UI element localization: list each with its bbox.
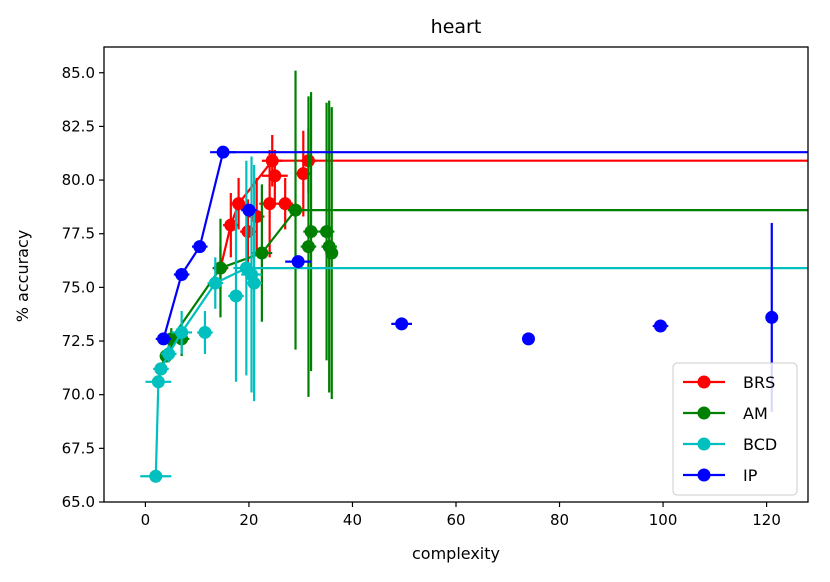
data-point: [296, 167, 310, 181]
y-tick-label: 70.0: [62, 386, 95, 404]
data-point: [162, 347, 176, 361]
data-point: [208, 276, 222, 290]
data-point: [224, 218, 238, 232]
legend-item-ip: IP: [683, 466, 758, 485]
x-tick-label: 20: [239, 511, 258, 529]
data-point: [263, 197, 277, 211]
data-point: [653, 319, 667, 333]
data-point: [149, 469, 163, 483]
legend-item-brs: BRS: [683, 373, 775, 392]
y-axis-label: % accuracy: [13, 230, 32, 322]
data-point: [268, 169, 282, 183]
series-line-ip: [162, 151, 808, 340]
y-tick-label: 80.0: [62, 171, 95, 189]
y-tick-label: 72.5: [62, 332, 95, 350]
data-point: [175, 268, 189, 281]
data-point: [395, 317, 409, 331]
series-bcd: [140, 156, 808, 483]
data-point: [304, 225, 318, 239]
x-tick-label: 0: [141, 511, 151, 529]
data-point: [291, 255, 305, 269]
legend-label: BCD: [743, 435, 777, 454]
legend-marker: [697, 375, 711, 389]
y-tick-label: 85.0: [62, 64, 95, 82]
series-ip: [155, 145, 808, 412]
data-point: [242, 203, 256, 217]
legend-label: IP: [743, 466, 758, 485]
legend-item-bcd: BCD: [683, 435, 777, 454]
data-point: [213, 261, 227, 275]
data-point: [175, 325, 189, 339]
data-point: [232, 197, 246, 211]
data-point: [247, 276, 261, 290]
data-point: [198, 325, 212, 339]
data-point: [521, 332, 535, 346]
data-point: [193, 240, 207, 254]
data-point: [157, 332, 171, 346]
chart-title: heart: [431, 16, 482, 38]
x-tick-label: 80: [550, 511, 569, 529]
x-tick-label: 40: [343, 511, 362, 529]
data-point: [265, 154, 279, 168]
data-point: [255, 246, 269, 260]
x-axis-label: complexity: [412, 544, 500, 563]
legend-box: [672, 362, 798, 496]
data-point: [229, 289, 243, 303]
x-tick-label: 120: [752, 511, 781, 529]
y-tick-label: 65.0: [62, 493, 95, 511]
legend-item-am: AM: [683, 404, 768, 423]
legend-label: AM: [743, 404, 768, 423]
data-point: [151, 375, 165, 389]
y-tick-label: 82.5: [62, 117, 95, 135]
plot-area: [103, 46, 809, 503]
data-point: [154, 362, 168, 376]
data-point: [216, 145, 230, 159]
data-point: [325, 246, 339, 260]
x-tick-label: 100: [649, 511, 678, 529]
legend-marker: [697, 468, 711, 482]
y-tick-label: 75.0: [62, 278, 95, 296]
data-point: [765, 310, 779, 324]
data-point: [301, 240, 315, 254]
legend: BRS AM BCD IP: [672, 362, 798, 496]
legend-marker: [697, 406, 711, 420]
y-tick-label: 77.5: [62, 225, 95, 243]
legend-marker: [697, 437, 711, 451]
data-point: [278, 197, 292, 211]
series-line-am: [159, 209, 808, 370]
legend-label: BRS: [743, 373, 775, 392]
x-tick-label: 60: [446, 511, 465, 529]
data-point: [289, 203, 303, 217]
y-tick-label: 67.5: [62, 439, 95, 457]
